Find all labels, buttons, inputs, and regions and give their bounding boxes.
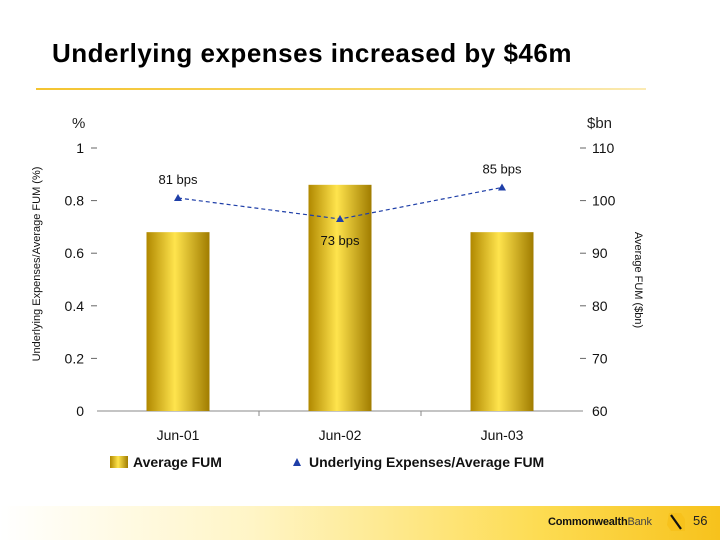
legend-label-average-fum: Average FUM [133, 454, 222, 470]
left-tick-label: 0 [76, 403, 84, 419]
legend-label-expenses-ratio: Underlying Expenses/Average FUM [309, 454, 544, 470]
right-axis-title: Average FUM ($bn) [632, 232, 644, 328]
fum-expenses-chart: % $bn Underlying Expenses/Average FUM (%… [31, 115, 644, 470]
category-label: Jun-02 [319, 427, 362, 443]
left-tick-label: 0.6 [65, 245, 85, 261]
right-tick-label: 90 [592, 245, 608, 261]
left-axis-ticks: 0 0.2 0.4 0.6 0.8 1 [65, 140, 97, 419]
page-number: 56 [693, 513, 708, 528]
data-label: 85 bps [482, 161, 522, 176]
right-tick-label: 80 [592, 298, 608, 314]
left-tick-label: 0.2 [65, 350, 85, 366]
bar-average-fum [308, 184, 372, 411]
right-axis-ticks: 60 70 80 90 100 110 [580, 140, 616, 419]
left-axis-title: Underlying Expenses/Average FUM (%) [31, 167, 43, 362]
category-labels: Jun-01 Jun-02 Jun-03 [157, 411, 524, 443]
right-tick-label: 100 [592, 193, 616, 209]
brand-wordmark: CommonwealthBank [548, 516, 652, 528]
left-tick-label: 0.4 [65, 298, 85, 314]
bar-series-average-fum [146, 184, 534, 411]
right-axis-unit: $bn [587, 115, 612, 132]
bar-average-fum [146, 232, 210, 411]
commonwealth-bank-logo-icon [667, 513, 685, 531]
legend-swatch-average-fum [110, 456, 128, 468]
slide-title: Underlying expenses increased by $46m [52, 38, 572, 68]
left-tick-label: 1 [76, 140, 84, 156]
category-label: Jun-01 [157, 427, 200, 443]
left-axis-unit: % [72, 115, 85, 132]
right-tick-label: 60 [592, 403, 608, 419]
line-series-expenses-ratio: 81 bps 73 bps 85 bps [158, 161, 522, 248]
right-tick-label: 70 [592, 350, 608, 366]
right-tick-label: 110 [592, 140, 615, 156]
bar-average-fum [470, 232, 534, 411]
title-divider [36, 88, 646, 90]
footer-band [0, 506, 720, 540]
line-point-marker [498, 183, 506, 191]
left-tick-label: 0.8 [65, 193, 85, 209]
brand-name-light: Bank [627, 516, 652, 528]
line-point-marker [336, 215, 344, 223]
legend-marker-expenses-ratio [293, 458, 301, 466]
brand-name-bold: Commonwealth [548, 516, 628, 528]
legend: Average FUM Underlying Expenses/Average … [110, 454, 544, 470]
line-point-marker [174, 193, 182, 201]
data-label: 81 bps [158, 172, 198, 187]
category-label: Jun-03 [481, 427, 524, 443]
data-label: 73 bps [320, 233, 360, 248]
